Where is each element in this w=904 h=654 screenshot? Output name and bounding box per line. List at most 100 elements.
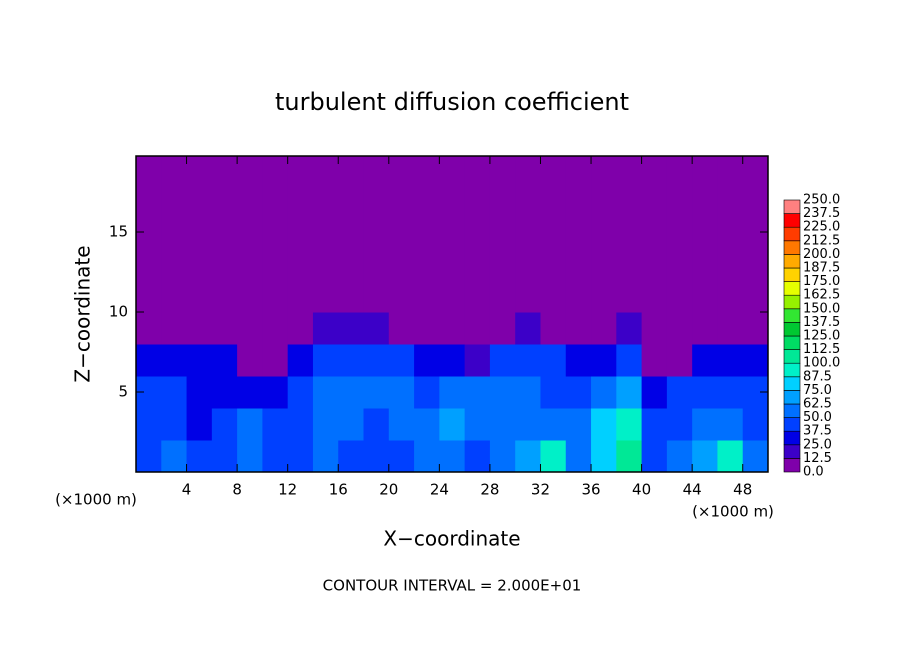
- heat-cell: [692, 376, 718, 409]
- heat-cell: [616, 280, 643, 313]
- heat-cell: [616, 156, 643, 185]
- heat-cell: [388, 156, 415, 185]
- heat-cell: [136, 408, 162, 441]
- heat-cell: [591, 156, 617, 185]
- heat-cell: [742, 248, 768, 281]
- x-axis-label: X−coordinate: [383, 527, 520, 551]
- heat-cell: [591, 376, 617, 409]
- x-tick-label: 24: [430, 481, 449, 499]
- heat-cell: [136, 344, 162, 377]
- heat-cell: [211, 248, 238, 281]
- heat-cell: [515, 216, 541, 249]
- heat-cell: [692, 440, 718, 472]
- heat-cell: [641, 184, 668, 217]
- heat-cell: [439, 280, 466, 313]
- colorbar-label: 237.5: [803, 206, 840, 221]
- heat-cell: [186, 440, 213, 472]
- x-tick-label: 44: [683, 481, 702, 499]
- colorbar-label: 75.0: [803, 383, 832, 398]
- heat-cell: [338, 440, 365, 472]
- heat-cell: [540, 156, 567, 185]
- colorbar-label: 25.0: [803, 437, 832, 452]
- heat-cell: [211, 280, 238, 313]
- colorbar-label: 62.5: [803, 397, 832, 412]
- heat-cell: [565, 376, 592, 409]
- heat-cell: [591, 248, 617, 281]
- heat-cell: [540, 408, 567, 441]
- heat-cell: [414, 376, 440, 409]
- heat-cell: [616, 248, 643, 281]
- heat-cell: [666, 156, 693, 185]
- heat-cell: [312, 376, 339, 409]
- heat-cell: [692, 408, 718, 441]
- heat-cell: [186, 184, 213, 217]
- heat-cell: [717, 344, 744, 377]
- colorbar-box: [783, 458, 801, 473]
- heat-cell: [439, 344, 466, 377]
- heat-cell: [262, 440, 289, 472]
- heat-cell: [439, 156, 466, 185]
- colorbar-box: [783, 199, 801, 214]
- heat-cell: [287, 344, 314, 377]
- heat-cell: [211, 344, 238, 377]
- heat-cell: [616, 216, 643, 249]
- heat-cell: [540, 312, 567, 345]
- heat-cell: [388, 248, 415, 281]
- heat-cell: [388, 376, 415, 409]
- heat-cell: [363, 440, 390, 472]
- heat-cell: [262, 248, 289, 281]
- heat-cell: [388, 184, 415, 217]
- heat-cell: [666, 312, 693, 345]
- heat-cell: [489, 312, 516, 345]
- heat-cell: [312, 216, 339, 249]
- heat-cell: [186, 248, 213, 281]
- heat-cell: [565, 440, 592, 472]
- heat-cell: [439, 184, 466, 217]
- heat-cell: [464, 440, 491, 472]
- heat-cell: [186, 280, 213, 313]
- heat-cell: [464, 344, 491, 377]
- colorbar-box: [783, 376, 801, 391]
- heat-cell: [287, 312, 314, 345]
- heat-cell: [692, 156, 718, 185]
- colorbar-box: [783, 444, 801, 459]
- heat-cell: [237, 216, 263, 249]
- heat-cell: [515, 156, 541, 185]
- heat-cell: [565, 216, 592, 249]
- heat-cell: [439, 248, 466, 281]
- heat-cell: [540, 216, 567, 249]
- heat-cell: [211, 376, 238, 409]
- heat-cell: [161, 312, 188, 345]
- plot-frame: [135, 155, 769, 473]
- heat-cell: [186, 312, 213, 345]
- colorbar-box: [783, 294, 801, 310]
- heat-cell: [641, 344, 668, 377]
- heat-cell: [136, 280, 162, 313]
- heat-cell: [363, 376, 390, 409]
- x-tick-label: 8: [232, 481, 242, 499]
- heat-cell: [439, 440, 466, 472]
- heat-cell: [262, 156, 289, 185]
- heat-cell: [414, 440, 440, 472]
- heat-cell: [742, 440, 768, 472]
- heat-cell: [489, 184, 516, 217]
- heat-cell: [565, 408, 592, 441]
- colorbar-box: [783, 226, 801, 242]
- heat-cell: [287, 156, 314, 185]
- heat-cell: [287, 216, 314, 249]
- heat-cell: [237, 156, 263, 185]
- heat-cell: [414, 408, 440, 441]
- heat-cell: [338, 312, 365, 345]
- heat-cell: [363, 312, 390, 345]
- heat-cell: [388, 408, 415, 441]
- heat-cell: [338, 344, 365, 377]
- heat-cell: [414, 216, 440, 249]
- heat-cell: [363, 184, 390, 217]
- heat-cell: [439, 312, 466, 345]
- heat-cell: [161, 184, 188, 217]
- colorbar-box: [783, 335, 801, 350]
- heat-cell: [262, 184, 289, 217]
- heat-cell: [692, 312, 718, 345]
- heat-cell: [312, 312, 339, 345]
- heat-cell: [211, 408, 238, 441]
